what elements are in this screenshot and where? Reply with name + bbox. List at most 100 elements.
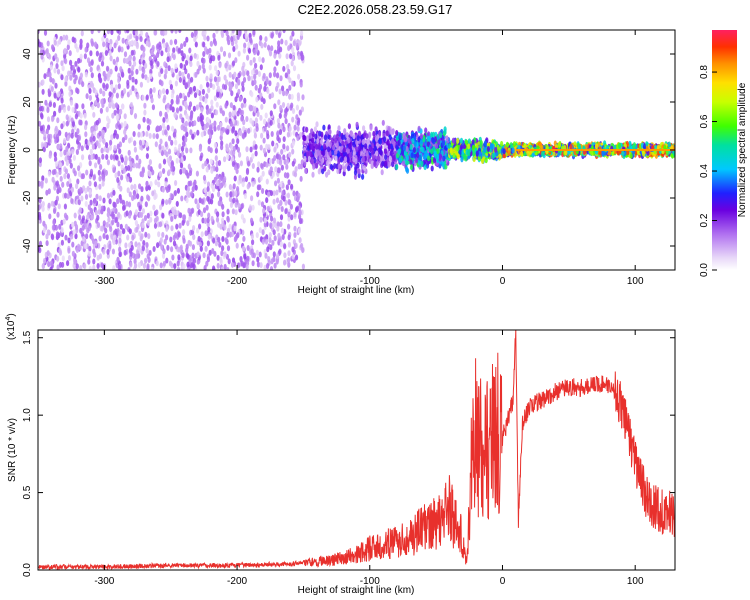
heatmap-cell bbox=[67, 105, 71, 112]
heatmap-cell bbox=[154, 179, 158, 186]
heatmap-cell bbox=[137, 244, 141, 251]
heatmap-cell bbox=[245, 169, 250, 176]
heatmap-cell bbox=[166, 244, 170, 251]
heatmap-cell bbox=[272, 251, 276, 258]
heatmap-cell bbox=[74, 224, 79, 230]
heatmap-cell bbox=[459, 137, 464, 144]
heatmap-cell bbox=[84, 138, 88, 145]
heatmap-cell bbox=[157, 231, 161, 238]
heatmap-cell bbox=[173, 146, 177, 153]
heatmap-cell bbox=[99, 107, 103, 114]
heatmap-cell bbox=[174, 139, 178, 146]
heatmap-cell bbox=[40, 113, 44, 120]
heatmap-cell bbox=[188, 47, 192, 54]
heatmap-cell bbox=[77, 199, 81, 206]
heatmap-cell bbox=[73, 212, 77, 219]
heatmap-cell bbox=[282, 143, 286, 150]
heatmap-cell bbox=[94, 162, 98, 169]
heatmap-cell bbox=[105, 65, 110, 72]
heatmap-cell bbox=[132, 131, 136, 137]
heatmap-cell bbox=[230, 144, 234, 151]
heatmap-cell bbox=[175, 94, 180, 101]
heatmap-cell bbox=[398, 157, 402, 164]
heatmap-cell bbox=[115, 133, 119, 140]
heatmap-cell bbox=[200, 231, 204, 238]
heatmap-cell bbox=[291, 160, 295, 167]
heatmap-cell bbox=[282, 65, 286, 72]
heatmap-cell bbox=[142, 116, 146, 123]
heatmap-cell bbox=[196, 68, 200, 75]
heatmap-cell bbox=[61, 181, 65, 188]
heatmap-cell bbox=[120, 174, 124, 181]
heatmap-cell bbox=[79, 112, 83, 119]
heatmap-cell bbox=[337, 163, 341, 170]
heatmap-cell bbox=[70, 198, 74, 204]
heatmap-cell bbox=[188, 86, 193, 93]
heatmap-cell bbox=[146, 124, 151, 131]
heatmap-cell bbox=[283, 112, 287, 119]
heatmap-cell bbox=[124, 155, 128, 162]
heatmap-cell bbox=[110, 134, 114, 141]
heatmap-cell bbox=[156, 242, 160, 249]
heatmap-cell bbox=[77, 171, 82, 177]
heatmap-cell bbox=[254, 117, 258, 124]
heatmap-cell bbox=[239, 256, 243, 262]
heatmap-cell bbox=[274, 166, 278, 173]
heatmap-cell bbox=[217, 221, 221, 228]
heatmap-cell bbox=[77, 144, 81, 150]
heatmap-cell bbox=[168, 135, 172, 142]
heatmap-cell bbox=[128, 176, 133, 183]
heatmap-cell bbox=[115, 154, 119, 161]
heatmap-cell bbox=[112, 58, 116, 65]
heatmap-cell bbox=[219, 46, 224, 53]
heatmap-cell bbox=[152, 246, 156, 252]
heatmap-cell bbox=[71, 250, 75, 257]
heatmap-cell bbox=[343, 156, 348, 163]
heatmap-cell bbox=[372, 130, 376, 137]
heatmap-cell bbox=[122, 205, 126, 211]
heatmap-cell bbox=[149, 181, 153, 187]
heatmap-cell bbox=[99, 88, 103, 95]
heatmap-cell bbox=[170, 262, 174, 269]
heatmap-cell bbox=[251, 260, 255, 267]
heatmap-cell bbox=[161, 186, 165, 193]
heatmap-cell bbox=[341, 140, 345, 147]
heatmap-cell bbox=[160, 150, 164, 157]
heatmap-cell bbox=[194, 41, 198, 48]
heatmap-cell bbox=[220, 144, 224, 151]
heatmap-cell bbox=[71, 106, 75, 113]
heatmap-cell bbox=[261, 188, 265, 194]
heatmap-cell bbox=[174, 30, 178, 34]
heatmap-cell bbox=[84, 71, 88, 78]
heatmap-cell bbox=[292, 40, 296, 47]
heatmap-cell bbox=[277, 40, 281, 47]
heatmap-cell bbox=[187, 91, 191, 98]
heatmap-cell bbox=[158, 89, 163, 96]
heatmap-cell bbox=[209, 158, 213, 165]
heatmap-cell bbox=[253, 79, 257, 86]
heatmap-cell bbox=[105, 106, 109, 113]
heatmap-cell bbox=[129, 101, 134, 108]
heatmap-cell bbox=[141, 222, 145, 229]
heatmap-cell bbox=[250, 195, 254, 202]
heatmap-cell bbox=[290, 93, 294, 100]
heatmap-cell bbox=[170, 225, 174, 232]
heatmap-cell bbox=[64, 168, 68, 175]
heatmap-cell bbox=[172, 234, 176, 241]
heatmap-cell bbox=[85, 144, 89, 151]
heatmap-cell bbox=[285, 184, 289, 191]
heatmap-cell bbox=[279, 46, 283, 53]
heatmap-cell bbox=[277, 232, 281, 239]
heatmap-cell bbox=[259, 144, 263, 151]
heatmap-cell bbox=[242, 245, 246, 252]
heatmap-cell bbox=[162, 97, 166, 104]
heatmap-cell bbox=[43, 30, 48, 36]
heatmap-cell bbox=[90, 127, 94, 134]
heatmap-cell bbox=[129, 261, 133, 268]
heatmap-cell bbox=[67, 247, 71, 254]
heatmap-cell bbox=[234, 190, 238, 197]
heatmap-cell bbox=[223, 263, 227, 270]
heatmap-cell bbox=[381, 119, 385, 126]
heatmap-cell bbox=[108, 50, 112, 56]
heatmap-cell bbox=[138, 65, 142, 71]
